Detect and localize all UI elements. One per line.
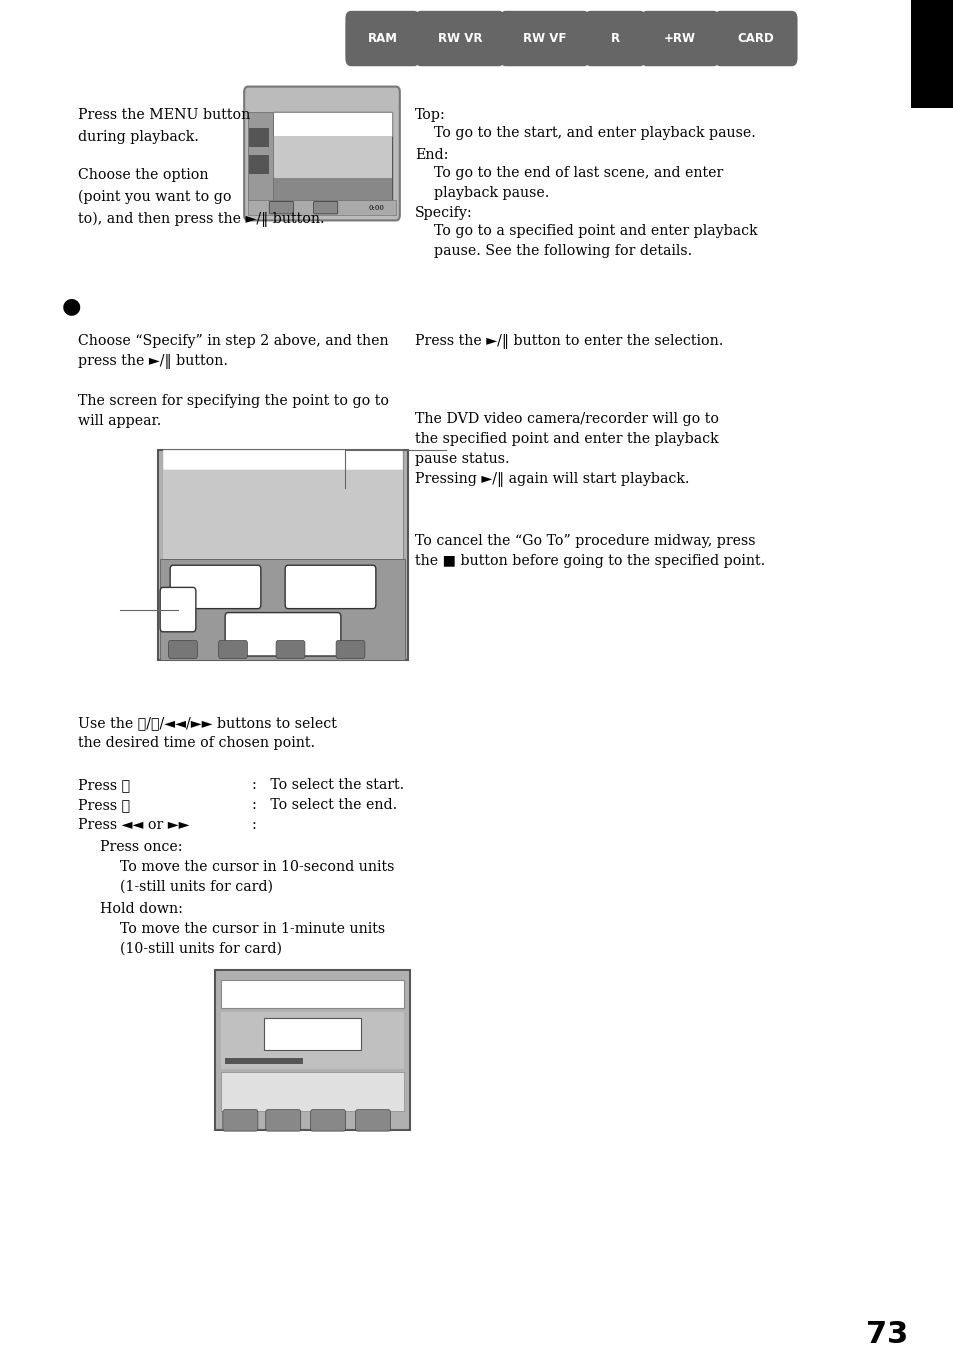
FancyBboxPatch shape (225, 612, 340, 656)
Text: Pressing ►/‖ again will start playback.: Pressing ►/‖ again will start playback. (415, 472, 689, 487)
FancyBboxPatch shape (499, 11, 589, 66)
Text: (point you want to go: (point you want to go (78, 191, 232, 204)
Bar (250, 154, 269, 174)
FancyBboxPatch shape (345, 11, 419, 66)
Text: R: R (610, 32, 619, 45)
Text: RAM: RAM (367, 32, 397, 45)
Text: CARD: CARD (737, 32, 774, 45)
Text: pause status.: pause status. (415, 452, 509, 466)
Text: RW VR: RW VR (437, 32, 481, 45)
Bar (273, 178, 391, 200)
Text: (10-still units for card): (10-still units for card) (120, 942, 282, 956)
Text: Press the ►/‖ button to enter the selection.: Press the ►/‖ button to enter the select… (415, 334, 722, 349)
Text: To move the cursor in 10-second units: To move the cursor in 10-second units (120, 860, 394, 873)
Text: Press the MENU button: Press the MENU button (78, 108, 251, 122)
Text: :   To select the start.: : To select the start. (252, 777, 404, 792)
Text: RW VF: RW VF (522, 32, 566, 45)
Bar (220, 980, 404, 1009)
Text: Press ⏮: Press ⏮ (78, 777, 131, 792)
Text: The screen for specifying the point to go to: The screen for specifying the point to g… (78, 393, 389, 408)
Bar (163, 450, 402, 560)
Bar (263, 1018, 361, 1051)
FancyBboxPatch shape (714, 11, 797, 66)
Bar (214, 969, 410, 1130)
Bar (225, 1059, 302, 1064)
Bar (220, 1072, 404, 1111)
Bar (220, 1011, 404, 1069)
FancyBboxPatch shape (640, 11, 719, 66)
Text: +RW: +RW (663, 32, 696, 45)
FancyBboxPatch shape (311, 1110, 345, 1132)
Bar (910, 0, 953, 108)
Text: :: : (252, 818, 256, 831)
FancyBboxPatch shape (223, 1110, 257, 1132)
Text: 0:00: 0:00 (368, 204, 384, 212)
Text: Specify:: Specify: (415, 206, 473, 220)
Text: pause. See the following for details.: pause. See the following for details. (434, 243, 692, 258)
FancyBboxPatch shape (355, 1110, 390, 1132)
Text: Use the ⏮/⏭/◄◄/►► buttons to select: Use the ⏮/⏭/◄◄/►► buttons to select (78, 717, 336, 730)
Text: Press once:: Press once: (100, 840, 182, 854)
Text: 73: 73 (865, 1320, 907, 1349)
Text: Choose “Specify” in step 2 above, and then: Choose “Specify” in step 2 above, and th… (78, 334, 389, 347)
Text: To go to the start, and enter playback pause.: To go to the start, and enter playback p… (434, 126, 755, 141)
Text: End:: End: (415, 147, 448, 162)
Bar (160, 560, 405, 660)
Text: the ■ button before going to the specified point.: the ■ button before going to the specifi… (415, 554, 764, 568)
Text: Press ◄◄ or ►►: Press ◄◄ or ►► (78, 818, 190, 831)
Bar (248, 112, 273, 200)
FancyBboxPatch shape (314, 201, 337, 214)
Bar (163, 469, 402, 560)
FancyBboxPatch shape (160, 587, 195, 631)
Text: the desired time of chosen point.: the desired time of chosen point. (78, 735, 315, 750)
FancyBboxPatch shape (285, 565, 375, 608)
Text: Hold down:: Hold down: (100, 902, 183, 917)
FancyBboxPatch shape (584, 11, 645, 66)
Text: To go to a specified point and enter playback: To go to a specified point and enter pla… (434, 224, 757, 238)
Text: To move the cursor in 1-minute units: To move the cursor in 1-minute units (120, 922, 385, 936)
Text: The DVD video camera/recorder will go to: The DVD video camera/recorder will go to (415, 412, 719, 426)
Bar (273, 112, 391, 137)
FancyBboxPatch shape (266, 1110, 300, 1132)
Text: (1-still units for card): (1-still units for card) (120, 880, 273, 894)
FancyBboxPatch shape (415, 11, 504, 66)
Bar (248, 200, 395, 215)
Text: Press ⏭: Press ⏭ (78, 798, 131, 813)
Text: Top:: Top: (415, 108, 445, 122)
Bar (250, 127, 269, 147)
Bar (273, 112, 391, 200)
Bar (273, 137, 391, 200)
Text: :   To select the end.: : To select the end. (252, 798, 396, 813)
FancyBboxPatch shape (170, 565, 260, 608)
FancyBboxPatch shape (244, 87, 399, 220)
Text: during playback.: during playback. (78, 130, 199, 145)
Text: the specified point and enter the playback: the specified point and enter the playba… (415, 433, 718, 446)
Text: To cancel the “Go To” procedure midway, press: To cancel the “Go To” procedure midway, … (415, 534, 755, 548)
FancyBboxPatch shape (275, 641, 305, 658)
Bar (163, 450, 402, 469)
Text: playback pause.: playback pause. (434, 187, 549, 200)
Text: to), and then press the ►/‖ button.: to), and then press the ►/‖ button. (78, 212, 325, 227)
Text: ●: ● (62, 296, 81, 316)
FancyBboxPatch shape (269, 201, 293, 214)
FancyBboxPatch shape (169, 641, 197, 658)
Text: Choose the option: Choose the option (78, 168, 209, 183)
Bar (158, 450, 408, 660)
Text: press the ►/‖ button.: press the ►/‖ button. (78, 354, 228, 369)
FancyBboxPatch shape (218, 641, 247, 658)
Text: To go to the end of last scene, and enter: To go to the end of last scene, and ente… (434, 166, 722, 180)
Text: will appear.: will appear. (78, 414, 161, 429)
FancyBboxPatch shape (335, 641, 365, 658)
